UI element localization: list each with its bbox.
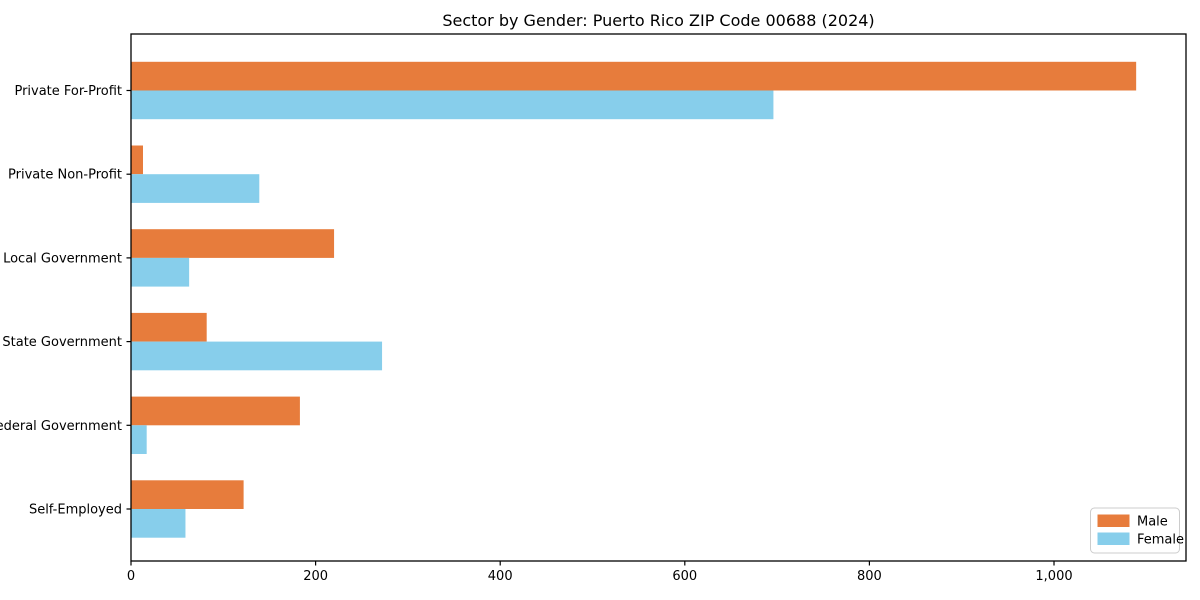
chart-title: Sector by Gender: Puerto Rico ZIP Code 0… [442, 11, 874, 30]
x-tick-label: 200 [303, 569, 328, 584]
y-tick-label: Self-Employed [29, 503, 122, 518]
bar-male-5 [131, 480, 244, 509]
bar-male-0 [131, 61, 1137, 91]
bar-male-3 [131, 312, 207, 342]
y-tick-label: Private For-Profit [14, 84, 122, 99]
y-tick-label: Local Government [3, 251, 122, 266]
y-tick-label: Private Non-Profit [8, 168, 122, 183]
bar-female-2 [131, 257, 190, 287]
y-tick-label: State Government [2, 335, 122, 350]
bar-male-1 [131, 145, 143, 175]
x-tick-label: 0 [127, 569, 135, 584]
y-tick-label: Federal Government [0, 419, 122, 434]
x-tick-label: 1,000 [1035, 569, 1072, 584]
bar-female-1 [131, 174, 260, 203]
bar-female-0 [131, 90, 774, 120]
bar-female-5 [131, 509, 186, 538]
x-tick-label: 600 [672, 569, 697, 584]
legend-label-male: Male [1137, 515, 1168, 530]
bar-male-2 [131, 229, 335, 258]
legend-label-female: Female [1137, 533, 1184, 548]
x-tick-label: 800 [857, 569, 882, 584]
legend-swatch-male [1097, 514, 1130, 527]
x-tick-label: 400 [488, 569, 513, 584]
legend-swatch-female [1097, 532, 1130, 545]
plot-border [130, 33, 1187, 562]
bar-male-4 [131, 396, 300, 426]
bar-female-4 [131, 425, 147, 454]
bar-female-3 [131, 341, 383, 371]
